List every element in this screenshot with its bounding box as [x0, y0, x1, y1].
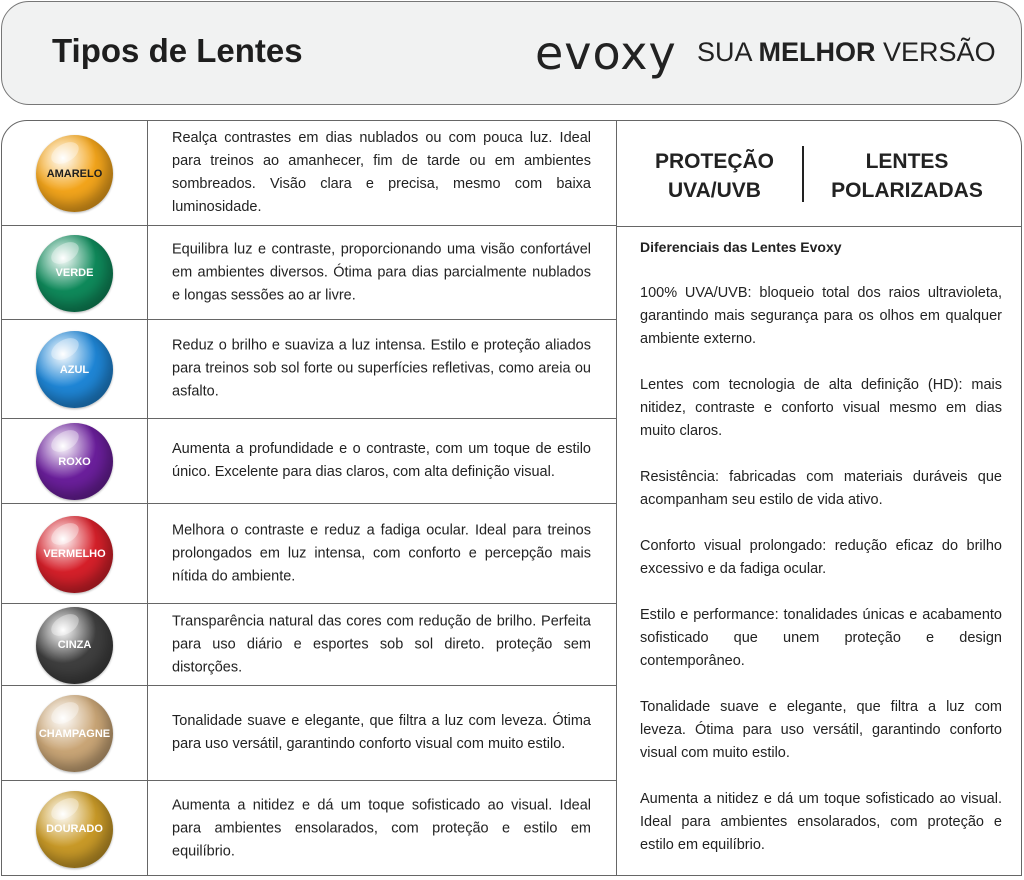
- slogan: SUA MELHOR VERSÃO: [697, 37, 996, 68]
- lens-color-ball: VERDE: [36, 234, 113, 312]
- lens-description: Tonalidade suave e elegante, que filtra …: [172, 713, 591, 752]
- differentials-panel: Diferenciais das Lentes Evoxy 100% UVA/U…: [640, 236, 1002, 880]
- lens-row-azul: AZUL Reduz o brilho e suaviza a luz inten…: [2, 320, 617, 419]
- feature-uv-protection: PROTEÇÃO UVA/UVB: [654, 150, 774, 202]
- lens-row-vermelho: VERMELHO Melhora o contraste e reduz a fa…: [2, 504, 617, 604]
- evoxy-logo: evoxy: [535, 26, 677, 80]
- column-divider: [616, 121, 617, 875]
- lens-row-amarelo: AMARELO Realça contrastes em dias nublado…: [2, 121, 617, 226]
- slogan-bold: MELHOR: [758, 37, 876, 67]
- lens-name: AZUL: [59, 363, 90, 376]
- lens-color-cell: CHAMPAGNE: [2, 686, 148, 780]
- differential-item: Estilo e performance: tonalidades únicas…: [640, 607, 1002, 669]
- lens-row-champagne: CHAMPAGNE Tonalidade suave e elegante, qu…: [2, 686, 617, 781]
- lens-row-dourado: DOURADO Aumenta a nitidez e dá um toque s…: [2, 781, 617, 875]
- lens-color-cell: VERMELHO: [2, 504, 148, 603]
- differential-item: Lentes com tecnologia de alta definição …: [640, 377, 1002, 439]
- lens-description: Transparência natural das cores com redu…: [172, 613, 591, 675]
- lens-description: Equilibra luz e contraste, proporcionand…: [172, 241, 591, 303]
- slogan-pre: SUA: [697, 37, 759, 67]
- lens-color-ball: VERMELHO: [36, 515, 113, 593]
- lens-color-cell: DOURADO: [2, 781, 148, 875]
- lens-color-ball: ROXO: [36, 423, 113, 500]
- lens-row-verde: VERDE Equilibra luz e contraste, proporci…: [2, 226, 617, 320]
- lens-description: Reduz o brilho e suaviza a luz intensa. …: [172, 337, 591, 400]
- lens-name: CINZA: [57, 639, 92, 651]
- differential-item: Tonalidade suave e elegante, que filtra …: [640, 699, 1002, 761]
- lens-description: Melhora o contraste e reduz a fadiga ocu…: [172, 522, 591, 584]
- slogan-post: VERSÃO: [875, 37, 996, 67]
- lens-row-cinza: CINZA Transparência natural das cores com…: [2, 604, 617, 686]
- lens-name: AMARELO: [46, 167, 103, 180]
- lens-name: ROXO: [58, 455, 91, 468]
- lens-color-ball: AZUL: [36, 331, 113, 408]
- lens-color-ball: CINZA: [36, 606, 113, 684]
- lens-color-cell: VERDE: [2, 226, 148, 319]
- lens-table: PROTEÇÃO UVA/UVB LENTES POLARIZADAS AMAR…: [1, 120, 1022, 876]
- lens-row-roxo: ROXO Aumenta a profundidade e o contraste…: [2, 419, 617, 504]
- features-header: PROTEÇÃO UVA/UVB LENTES POLARIZADAS: [617, 121, 1021, 227]
- lens-name: CHAMPAGNE: [38, 727, 111, 740]
- lens-description: Aumenta a profundidade e o contraste, co…: [172, 441, 591, 480]
- header-banner: Tipos de Lentes evoxy SUA MELHOR VERSÃO: [1, 1, 1022, 105]
- differential-item: Aumenta a nitidez e dá um toque sofistic…: [640, 791, 1002, 853]
- lens-color-ball: DOURADO: [36, 790, 113, 868]
- lens-color-cell: ROXO: [2, 419, 148, 503]
- differentials-title: Diferenciais das Lentes Evoxy: [640, 239, 842, 255]
- lens-color-cell: AMARELO: [2, 121, 148, 225]
- feature-polarized: LENTES POLARIZADAS: [831, 150, 983, 202]
- lens-description: Realça contrastes em dias nublados ou co…: [172, 130, 591, 215]
- differential-item: Conforto visual prolongado: redução efic…: [640, 538, 1002, 577]
- differential-item: Resistência: fabricadas com materiais du…: [640, 469, 1002, 508]
- page-title: Tipos de Lentes: [52, 32, 303, 69]
- lens-color-ball: AMARELO: [36, 135, 113, 212]
- differential-item: 100% UVA/UVB: bloqueio total dos raios u…: [640, 285, 1002, 347]
- feature-divider: [802, 146, 804, 202]
- lens-description: Aumenta a nitidez e dá um toque sofistic…: [172, 797, 591, 859]
- lens-name: DOURADO: [46, 823, 103, 835]
- lens-name: VERMELHO: [43, 548, 106, 560]
- lens-color-cell: CINZA: [2, 604, 148, 685]
- lens-name: VERDE: [55, 267, 94, 279]
- lens-color-ball: CHAMPAGNE: [36, 695, 113, 772]
- lens-color-cell: AZUL: [2, 320, 148, 418]
